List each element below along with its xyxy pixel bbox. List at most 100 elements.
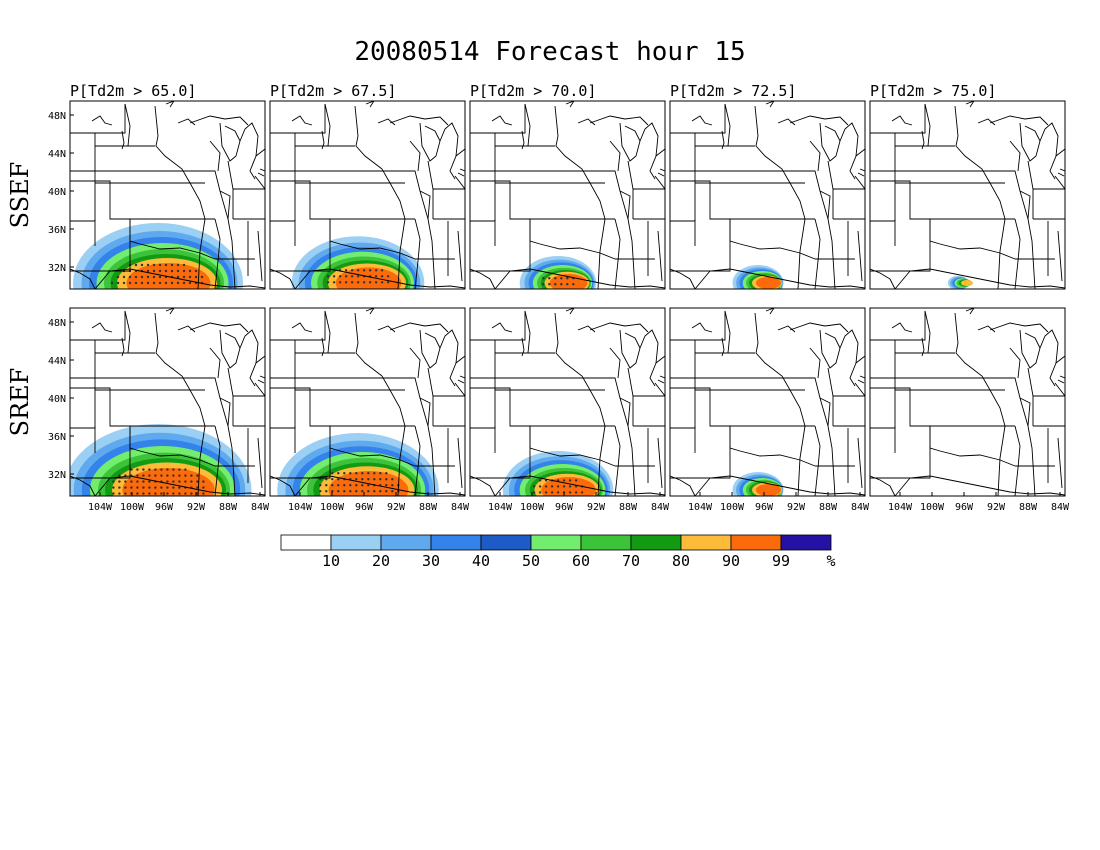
lon-tick-label: 88W — [819, 502, 838, 513]
stipple-dot — [146, 281, 150, 285]
stipple-dot — [367, 490, 370, 493]
stipple-dot — [142, 486, 145, 489]
colorbar-swatch — [730, 534, 782, 551]
colorbar-swatch — [480, 534, 532, 551]
stipple-dot — [188, 281, 192, 285]
stipple-dot — [385, 484, 388, 487]
stipple-dot — [331, 484, 334, 487]
stipple-dot — [562, 485, 566, 488]
lon-tick-label: 104W — [688, 502, 713, 513]
panel-frame — [69, 307, 266, 497]
map-background — [870, 101, 1065, 289]
colorbar-label: 70 — [622, 552, 640, 570]
lon-tick-label: 92W — [387, 502, 406, 513]
stipple-dot — [160, 486, 163, 489]
stipple-dot — [350, 275, 354, 278]
stipple-dot — [326, 281, 330, 284]
map-panel: 104W 100W 96W 92W 88W 84W — [269, 307, 470, 513]
stipple-dot — [142, 468, 145, 471]
stipple-dot — [148, 468, 151, 471]
stipple-dot — [178, 492, 181, 495]
lat-tick-label: 36N — [48, 225, 66, 236]
stipple-dot — [331, 478, 334, 481]
stipple-dot — [538, 491, 542, 494]
map-content — [270, 101, 465, 289]
lon-tick-label: 84W — [251, 502, 270, 513]
stipple-dot — [538, 479, 542, 482]
stipple-dot — [176, 275, 180, 279]
stipple-dot — [166, 492, 169, 495]
stipple-dot — [349, 490, 352, 493]
lon-tick-label: 92W — [587, 502, 606, 513]
stipple-dot — [164, 263, 168, 267]
colorbar-swatch — [680, 534, 732, 551]
stipple-dot — [136, 474, 139, 477]
stipple-dot — [136, 480, 139, 483]
probability-band — [961, 280, 973, 286]
map-content — [70, 308, 265, 496]
stipple-dot — [379, 490, 382, 493]
lon-tick-label: 100W — [320, 502, 345, 513]
colorbar-label: 60 — [572, 552, 590, 570]
stipple-dot — [172, 492, 175, 495]
map-content — [70, 101, 265, 289]
stipple-dot — [343, 472, 346, 475]
stipple-dot — [542, 277, 545, 280]
stipple-dot — [337, 472, 340, 475]
stipple-dot — [542, 283, 545, 286]
stipple-dot — [385, 490, 388, 493]
stipple-dot — [184, 468, 187, 471]
stipple-dot — [182, 275, 186, 279]
stipple-dot — [373, 490, 376, 493]
stipple-dot — [178, 474, 181, 477]
colorbar-label: 99 — [772, 552, 790, 570]
stipple-dot — [538, 485, 542, 488]
stipple-dot — [391, 484, 394, 487]
stipple-dot — [544, 491, 548, 494]
colorbar-swatch — [530, 534, 582, 551]
stipple-dot — [562, 479, 566, 482]
stipple-dot — [158, 269, 162, 273]
stipple-dot — [379, 472, 382, 475]
map-content — [470, 101, 665, 289]
stipple-dot — [152, 269, 156, 273]
stipple-dot — [184, 492, 187, 495]
stipple-dot — [130, 486, 133, 489]
stipple-dot — [140, 281, 144, 285]
stipple-dot — [544, 485, 548, 488]
colorbar-swatch — [380, 534, 432, 551]
stipple-dot — [140, 275, 144, 279]
lon-tick-label: 104W — [488, 502, 513, 513]
colorbar-label: 30 — [422, 552, 440, 570]
panel-title: P[Td2m > 72.5] — [670, 82, 796, 100]
stipple-dot — [182, 281, 186, 285]
colorbar-swatch — [330, 534, 382, 551]
stipple-dot — [343, 484, 346, 487]
stipple-dot — [338, 275, 342, 278]
stipple-dot — [385, 478, 388, 481]
lon-tick-label: 84W — [1051, 502, 1070, 513]
stipple-dot — [172, 486, 175, 489]
stipple-dot — [172, 468, 175, 471]
colorbar-swatch — [280, 534, 332, 551]
stipple-dot — [110, 281, 114, 285]
stipple-dot — [566, 283, 569, 286]
stipple-dot — [356, 269, 360, 272]
stipple-dot — [550, 491, 554, 494]
stipple-dot — [176, 281, 180, 285]
map-background — [670, 308, 865, 496]
map-panel: P[Td2m > 65.0] 48N 44N 40N 36N 32N — [48, 82, 266, 290]
stipple-dot — [128, 275, 132, 279]
panel-frame — [469, 307, 666, 497]
stipple-dot — [172, 480, 175, 483]
stipple-dot — [362, 281, 366, 284]
stipple-dot — [532, 485, 536, 488]
row-label: SREF — [6, 368, 34, 437]
stipple-dot — [158, 281, 162, 285]
stipple-dot — [178, 486, 181, 489]
colorbar-swatch — [430, 534, 482, 551]
stipple-dot — [361, 484, 364, 487]
row-labels: SSEF SREF — [6, 162, 34, 437]
lon-tick-label: 104W — [888, 502, 913, 513]
stipple-dot — [142, 480, 145, 483]
